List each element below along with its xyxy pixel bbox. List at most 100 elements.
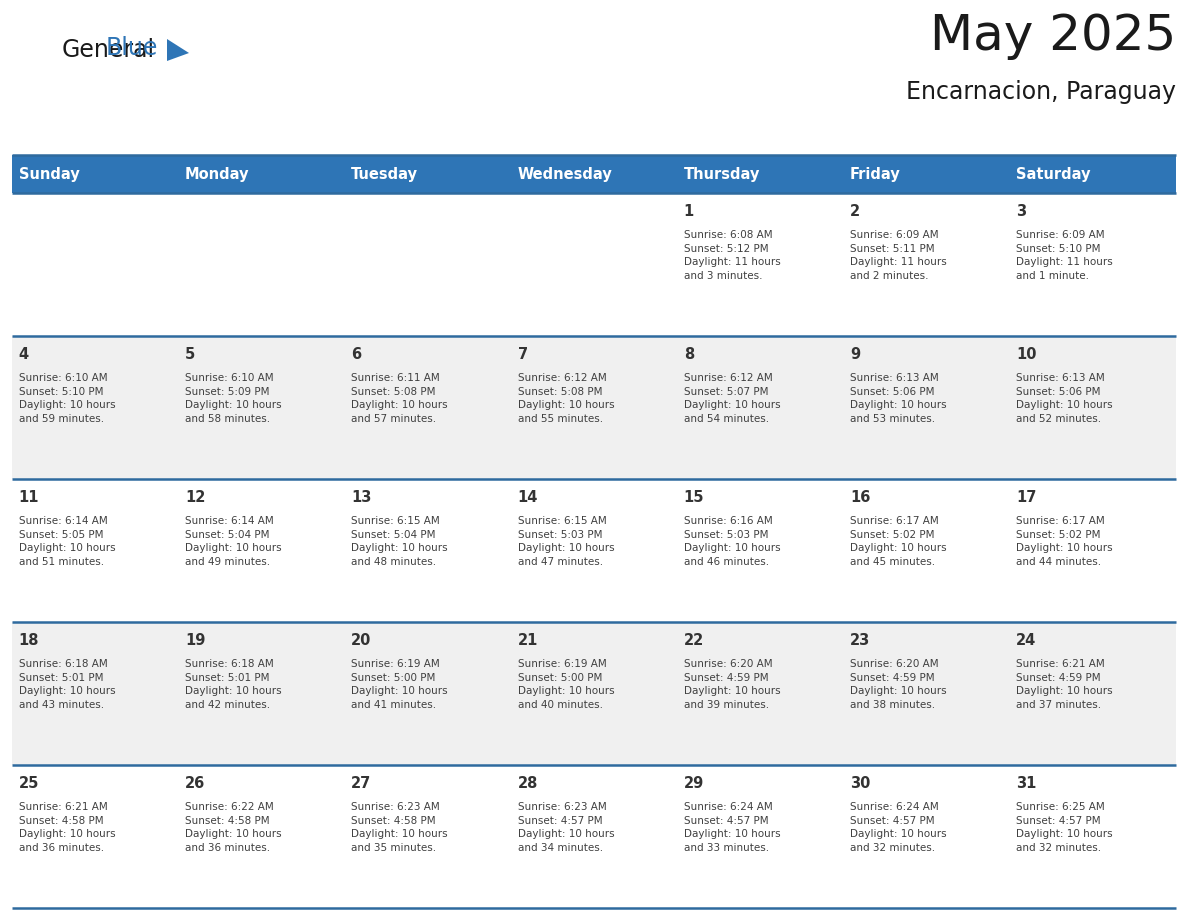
Bar	[677, 765, 843, 908]
Text: May 2025: May 2025	[930, 12, 1176, 60]
Bar	[178, 336, 345, 479]
Text: Sunrise: 6:15 AM
Sunset: 5:03 PM
Daylight: 10 hours
and 47 minutes.: Sunrise: 6:15 AM Sunset: 5:03 PM Dayligh…	[518, 516, 614, 567]
Text: 3: 3	[1017, 205, 1026, 219]
Bar	[1010, 336, 1176, 479]
Bar	[345, 336, 511, 479]
Text: Sunrise: 6:21 AM
Sunset: 4:58 PM
Daylight: 10 hours
and 36 minutes.: Sunrise: 6:21 AM Sunset: 4:58 PM Dayligh…	[19, 802, 115, 853]
Text: 27: 27	[352, 777, 372, 791]
Text: 15: 15	[684, 490, 704, 506]
Text: 23: 23	[851, 633, 871, 648]
Bar	[511, 479, 677, 622]
Text: Sunday: Sunday	[19, 166, 80, 182]
Polygon shape	[168, 39, 189, 61]
Text: General: General	[62, 38, 156, 62]
Text: 1: 1	[684, 205, 694, 219]
Text: Sunrise: 6:18 AM
Sunset: 5:01 PM
Daylight: 10 hours
and 42 minutes.: Sunrise: 6:18 AM Sunset: 5:01 PM Dayligh…	[185, 659, 282, 710]
Text: Sunrise: 6:09 AM
Sunset: 5:10 PM
Daylight: 11 hours
and 1 minute.: Sunrise: 6:09 AM Sunset: 5:10 PM Dayligh…	[1017, 230, 1113, 281]
Bar	[1010, 155, 1176, 193]
Text: Sunrise: 6:11 AM
Sunset: 5:08 PM
Daylight: 10 hours
and 57 minutes.: Sunrise: 6:11 AM Sunset: 5:08 PM Dayligh…	[352, 374, 448, 424]
Text: 19: 19	[185, 633, 206, 648]
Bar	[677, 193, 843, 336]
Text: Sunrise: 6:09 AM
Sunset: 5:11 PM
Daylight: 11 hours
and 2 minutes.: Sunrise: 6:09 AM Sunset: 5:11 PM Dayligh…	[851, 230, 947, 281]
Text: Friday: Friday	[851, 166, 901, 182]
Text: Sunrise: 6:14 AM
Sunset: 5:04 PM
Daylight: 10 hours
and 49 minutes.: Sunrise: 6:14 AM Sunset: 5:04 PM Dayligh…	[185, 516, 282, 567]
Text: 17: 17	[1017, 490, 1037, 506]
Text: 24: 24	[1017, 633, 1037, 648]
Bar	[511, 155, 677, 193]
Text: 20: 20	[352, 633, 372, 648]
Bar	[178, 479, 345, 622]
Bar	[1010, 193, 1176, 336]
Text: 4: 4	[19, 347, 29, 363]
Text: 25: 25	[19, 777, 39, 791]
Bar	[12, 479, 178, 622]
Text: 21: 21	[518, 633, 538, 648]
Bar	[345, 479, 511, 622]
Text: 30: 30	[851, 777, 871, 791]
Text: Blue: Blue	[106, 36, 158, 60]
Bar	[345, 622, 511, 765]
Bar	[12, 765, 178, 908]
Text: Sunrise: 6:10 AM
Sunset: 5:10 PM
Daylight: 10 hours
and 59 minutes.: Sunrise: 6:10 AM Sunset: 5:10 PM Dayligh…	[19, 374, 115, 424]
Text: Sunrise: 6:22 AM
Sunset: 4:58 PM
Daylight: 10 hours
and 36 minutes.: Sunrise: 6:22 AM Sunset: 4:58 PM Dayligh…	[185, 802, 282, 853]
Text: Sunrise: 6:12 AM
Sunset: 5:08 PM
Daylight: 10 hours
and 55 minutes.: Sunrise: 6:12 AM Sunset: 5:08 PM Dayligh…	[518, 374, 614, 424]
Bar	[511, 765, 677, 908]
Text: Encarnacion, Paraguay: Encarnacion, Paraguay	[906, 80, 1176, 104]
Text: 6: 6	[352, 347, 361, 363]
Bar	[511, 193, 677, 336]
Text: 7: 7	[518, 347, 527, 363]
Text: Sunrise: 6:19 AM
Sunset: 5:00 PM
Daylight: 10 hours
and 40 minutes.: Sunrise: 6:19 AM Sunset: 5:00 PM Dayligh…	[518, 659, 614, 710]
Text: 29: 29	[684, 777, 704, 791]
Bar	[843, 193, 1010, 336]
Text: Sunrise: 6:17 AM
Sunset: 5:02 PM
Daylight: 10 hours
and 44 minutes.: Sunrise: 6:17 AM Sunset: 5:02 PM Dayligh…	[1017, 516, 1113, 567]
Bar	[677, 336, 843, 479]
Text: 11: 11	[19, 490, 39, 506]
Text: Sunrise: 6:13 AM
Sunset: 5:06 PM
Daylight: 10 hours
and 53 minutes.: Sunrise: 6:13 AM Sunset: 5:06 PM Dayligh…	[851, 374, 947, 424]
Text: 8: 8	[684, 347, 694, 363]
Text: 18: 18	[19, 633, 39, 648]
Text: Sunrise: 6:20 AM
Sunset: 4:59 PM
Daylight: 10 hours
and 39 minutes.: Sunrise: 6:20 AM Sunset: 4:59 PM Dayligh…	[684, 659, 781, 710]
Bar	[178, 155, 345, 193]
Bar	[677, 155, 843, 193]
Bar	[345, 765, 511, 908]
Text: Saturday: Saturday	[1017, 166, 1091, 182]
Bar	[511, 336, 677, 479]
Text: Sunrise: 6:18 AM
Sunset: 5:01 PM
Daylight: 10 hours
and 43 minutes.: Sunrise: 6:18 AM Sunset: 5:01 PM Dayligh…	[19, 659, 115, 710]
Text: Tuesday: Tuesday	[352, 166, 418, 182]
Text: 26: 26	[185, 777, 206, 791]
Bar	[1010, 765, 1176, 908]
Text: Sunrise: 6:25 AM
Sunset: 4:57 PM
Daylight: 10 hours
and 32 minutes.: Sunrise: 6:25 AM Sunset: 4:57 PM Dayligh…	[1017, 802, 1113, 853]
Text: 22: 22	[684, 633, 704, 648]
Text: Sunrise: 6:12 AM
Sunset: 5:07 PM
Daylight: 10 hours
and 54 minutes.: Sunrise: 6:12 AM Sunset: 5:07 PM Dayligh…	[684, 374, 781, 424]
Bar	[843, 155, 1010, 193]
Text: Sunrise: 6:24 AM
Sunset: 4:57 PM
Daylight: 10 hours
and 33 minutes.: Sunrise: 6:24 AM Sunset: 4:57 PM Dayligh…	[684, 802, 781, 853]
Bar	[178, 622, 345, 765]
Text: 12: 12	[185, 490, 206, 506]
Text: Sunrise: 6:21 AM
Sunset: 4:59 PM
Daylight: 10 hours
and 37 minutes.: Sunrise: 6:21 AM Sunset: 4:59 PM Dayligh…	[1017, 659, 1113, 710]
Bar	[843, 765, 1010, 908]
Bar	[12, 336, 178, 479]
Text: Sunrise: 6:10 AM
Sunset: 5:09 PM
Daylight: 10 hours
and 58 minutes.: Sunrise: 6:10 AM Sunset: 5:09 PM Dayligh…	[185, 374, 282, 424]
Bar	[843, 336, 1010, 479]
Text: Sunrise: 6:17 AM
Sunset: 5:02 PM
Daylight: 10 hours
and 45 minutes.: Sunrise: 6:17 AM Sunset: 5:02 PM Dayligh…	[851, 516, 947, 567]
Bar	[843, 622, 1010, 765]
Text: 16: 16	[851, 490, 871, 506]
Text: Thursday: Thursday	[684, 166, 760, 182]
Bar	[178, 765, 345, 908]
Text: 28: 28	[518, 777, 538, 791]
Text: Sunrise: 6:08 AM
Sunset: 5:12 PM
Daylight: 11 hours
and 3 minutes.: Sunrise: 6:08 AM Sunset: 5:12 PM Dayligh…	[684, 230, 781, 281]
Text: Monday: Monday	[185, 166, 249, 182]
Text: Sunrise: 6:20 AM
Sunset: 4:59 PM
Daylight: 10 hours
and 38 minutes.: Sunrise: 6:20 AM Sunset: 4:59 PM Dayligh…	[851, 659, 947, 710]
Text: 5: 5	[185, 347, 195, 363]
Text: 31: 31	[1017, 777, 1037, 791]
Bar	[677, 622, 843, 765]
Bar	[12, 622, 178, 765]
Bar	[345, 193, 511, 336]
Text: Sunrise: 6:24 AM
Sunset: 4:57 PM
Daylight: 10 hours
and 32 minutes.: Sunrise: 6:24 AM Sunset: 4:57 PM Dayligh…	[851, 802, 947, 853]
Bar	[1010, 479, 1176, 622]
Text: Sunrise: 6:19 AM
Sunset: 5:00 PM
Daylight: 10 hours
and 41 minutes.: Sunrise: 6:19 AM Sunset: 5:00 PM Dayligh…	[352, 659, 448, 710]
Text: 13: 13	[352, 490, 372, 506]
Text: 14: 14	[518, 490, 538, 506]
Bar	[178, 193, 345, 336]
Text: Sunrise: 6:15 AM
Sunset: 5:04 PM
Daylight: 10 hours
and 48 minutes.: Sunrise: 6:15 AM Sunset: 5:04 PM Dayligh…	[352, 516, 448, 567]
